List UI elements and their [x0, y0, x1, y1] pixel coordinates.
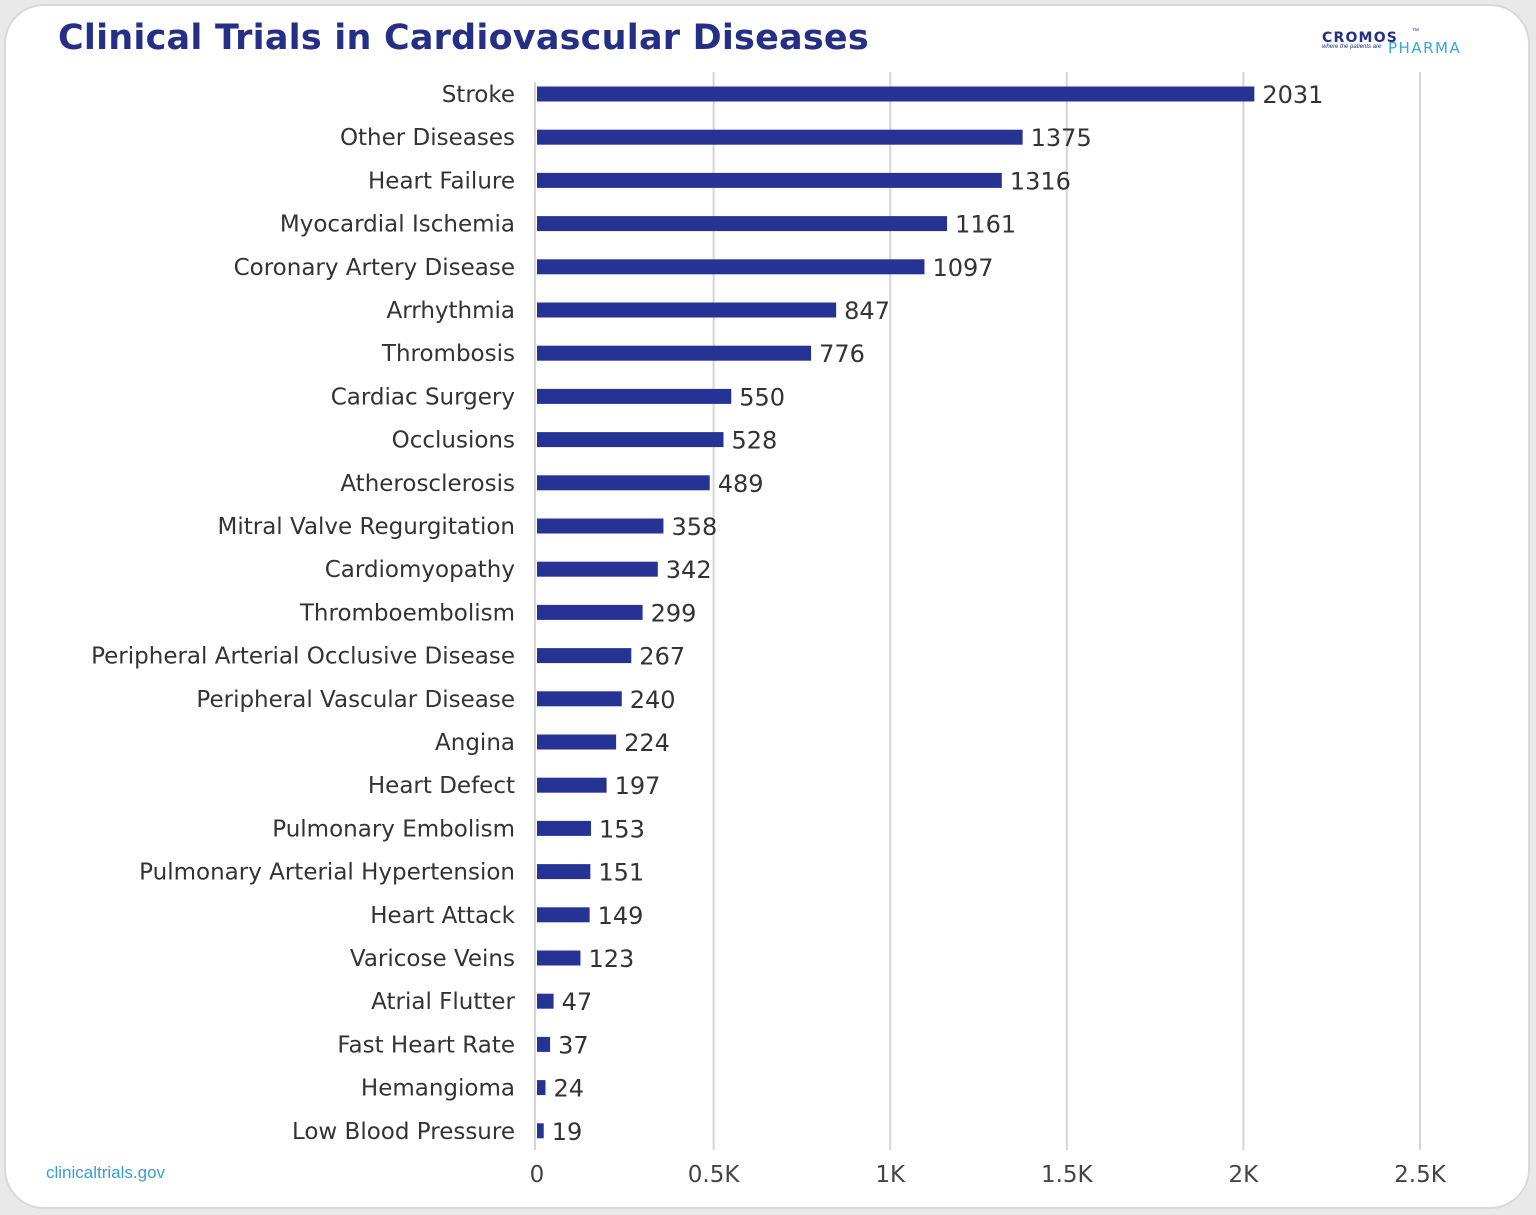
data-label: 1375	[1031, 124, 1092, 152]
x-tick-label: 0.5K	[688, 1162, 741, 1188]
data-label: 1161	[955, 211, 1016, 239]
data-label: 2031	[1262, 81, 1323, 109]
category-label: Heart Failure	[368, 168, 515, 194]
gridlines	[534, 72, 1421, 1150]
bar	[537, 950, 581, 966]
category-label: Thrombosis	[381, 341, 515, 367]
data-label: 358	[671, 513, 717, 541]
bar	[537, 907, 590, 923]
category-label: Thromboembolism	[299, 600, 515, 626]
bar	[537, 691, 622, 707]
category-label: Low Blood Pressure	[292, 1119, 515, 1145]
cromos-pharma-logo: CROMOS ™ where the patients are PHARMA	[1320, 28, 1490, 58]
category-label: Mitral Valve Regurgitation	[218, 514, 516, 540]
data-label: 1097	[932, 254, 993, 282]
category-label: Hemangioma	[361, 1076, 515, 1102]
category-label: Atrial Flutter	[371, 989, 515, 1015]
data-label: 224	[624, 729, 670, 757]
data-label: 197	[615, 772, 661, 800]
x-tick-label: 0	[530, 1162, 545, 1188]
data-label: 47	[562, 988, 593, 1016]
data-label: 776	[819, 340, 865, 368]
bar	[537, 734, 617, 750]
bar	[537, 648, 632, 664]
logo-tagline: where the patients are	[1322, 44, 1382, 50]
bar	[537, 561, 658, 577]
x-tick-label: 2K	[1229, 1162, 1260, 1188]
data-label: 123	[588, 945, 634, 973]
category-label: Myocardial Ischemia	[280, 212, 515, 238]
bar	[537, 259, 925, 275]
data-label: 24	[553, 1075, 584, 1103]
category-label: Coronary Artery Disease	[234, 255, 515, 281]
logo-trademark: ™	[1412, 28, 1419, 35]
bar	[537, 1080, 546, 1096]
category-label: Occlusions	[392, 428, 515, 454]
x-tick-label: 1K	[875, 1162, 906, 1188]
bar	[537, 820, 592, 836]
bar	[537, 604, 643, 620]
category-label: Peripheral Arterial Occlusive Disease	[91, 644, 515, 670]
x-tick-label: 2.5K	[1394, 1162, 1447, 1188]
bar	[537, 432, 724, 448]
data-label: 1316	[1010, 167, 1071, 195]
category-labels: Stroke Other Diseases Heart Failure Myocard…	[91, 82, 516, 1145]
data-label: 151	[598, 859, 644, 887]
chart-card	[4, 4, 1530, 1209]
logo-brand: CROMOS	[1322, 30, 1399, 46]
category-label: Cardiac Surgery	[331, 384, 515, 410]
data-label: 528	[731, 427, 777, 455]
bar	[537, 129, 1023, 145]
logo-pharma: PHARMA	[1388, 39, 1462, 57]
bar	[537, 518, 664, 534]
bar	[537, 1123, 544, 1139]
bar	[537, 172, 1002, 188]
category-label: Heart Attack	[370, 903, 515, 929]
bar	[537, 1036, 551, 1052]
bar	[537, 345, 812, 361]
x-axis-ticks: 0 0.5K 1K 1.5K 2K 2.5K	[530, 1162, 1447, 1188]
bars	[537, 86, 1255, 1139]
bar	[537, 216, 948, 232]
category-label: Other Diseases	[340, 125, 515, 151]
category-label: Varicose Veins	[350, 946, 515, 972]
data-label: 19	[552, 1118, 583, 1146]
category-label: Pulmonary Embolism	[272, 816, 515, 842]
source-label: clinicaltrials.gov	[46, 1163, 166, 1182]
data-label: 153	[599, 815, 645, 843]
category-label: Angina	[435, 730, 515, 756]
category-label: Heart Defect	[368, 773, 515, 799]
x-tick-label: 1.5K	[1041, 1162, 1094, 1188]
bar	[537, 388, 732, 404]
category-label: Cardiomyopathy	[325, 557, 515, 583]
category-label: Fast Heart Rate	[337, 1032, 515, 1058]
category-label: Peripheral Vascular Disease	[196, 687, 515, 713]
data-label: 550	[739, 383, 785, 411]
category-label: Arrhythmia	[386, 298, 515, 324]
bar	[537, 302, 837, 318]
category-label: Stroke	[442, 82, 515, 108]
category-label: Atherosclerosis	[340, 471, 515, 497]
chart-title: Clinical Trials in Cardiovascular Diseas…	[58, 18, 869, 58]
bar	[537, 993, 554, 1009]
bar	[537, 777, 607, 793]
data-label: 342	[666, 556, 712, 584]
bar	[537, 475, 710, 491]
data-label: 489	[718, 470, 764, 498]
data-label: 267	[639, 643, 685, 671]
bar	[537, 86, 1255, 102]
data-label: 299	[651, 599, 697, 627]
bar	[537, 864, 591, 880]
category-label: Pulmonary Arterial Hypertension	[139, 860, 515, 886]
data-label: 847	[844, 297, 890, 325]
data-label: 149	[598, 902, 644, 930]
data-label: 37	[558, 1031, 589, 1059]
data-label: 240	[630, 686, 676, 714]
